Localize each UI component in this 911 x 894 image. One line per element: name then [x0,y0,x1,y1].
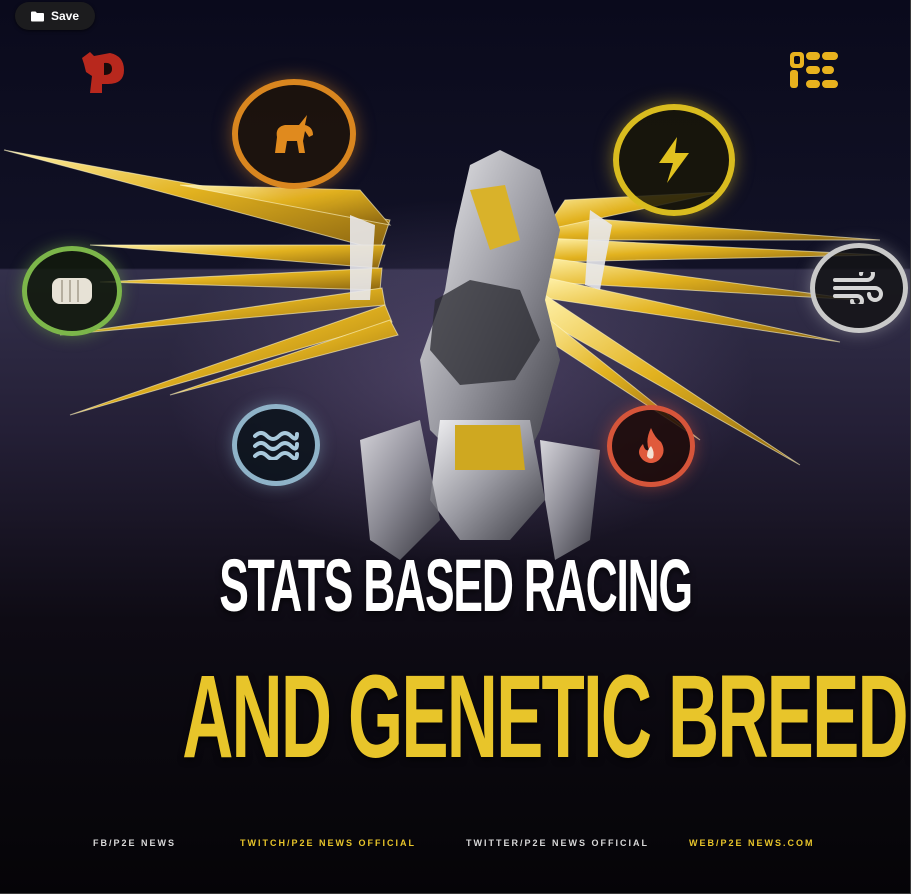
footer-fb: FB/P2E NEWS [93,838,177,848]
headline-line-2: AND GENETIC BREEDING [182,651,911,783]
headline-line-1: STATS BASED RACING [219,544,693,627]
horse-p-logo-icon [80,50,126,94]
wings-illustration [3,149,881,560]
footer-web: WEB/P2E NEWS.COM [689,838,815,848]
save-button-label: Save [50,9,80,23]
save-button[interactable]: Save [15,2,95,30]
water-stat-icon [232,404,320,486]
footer-twitter: TWITTER/P2E NEWS OFFICIAL [466,838,649,848]
wind-stat-icon [810,243,908,333]
footer-twitch: TWITCH/P2E NEWS OFFICIAL [240,838,416,848]
folder-icon [30,11,44,22]
p2e-logo-icon [790,52,838,88]
unicorn-stat-icon [232,79,356,189]
fist-stat-icon [22,246,122,336]
fire-stat-icon [607,405,695,487]
lightning-stat-icon [613,104,735,216]
